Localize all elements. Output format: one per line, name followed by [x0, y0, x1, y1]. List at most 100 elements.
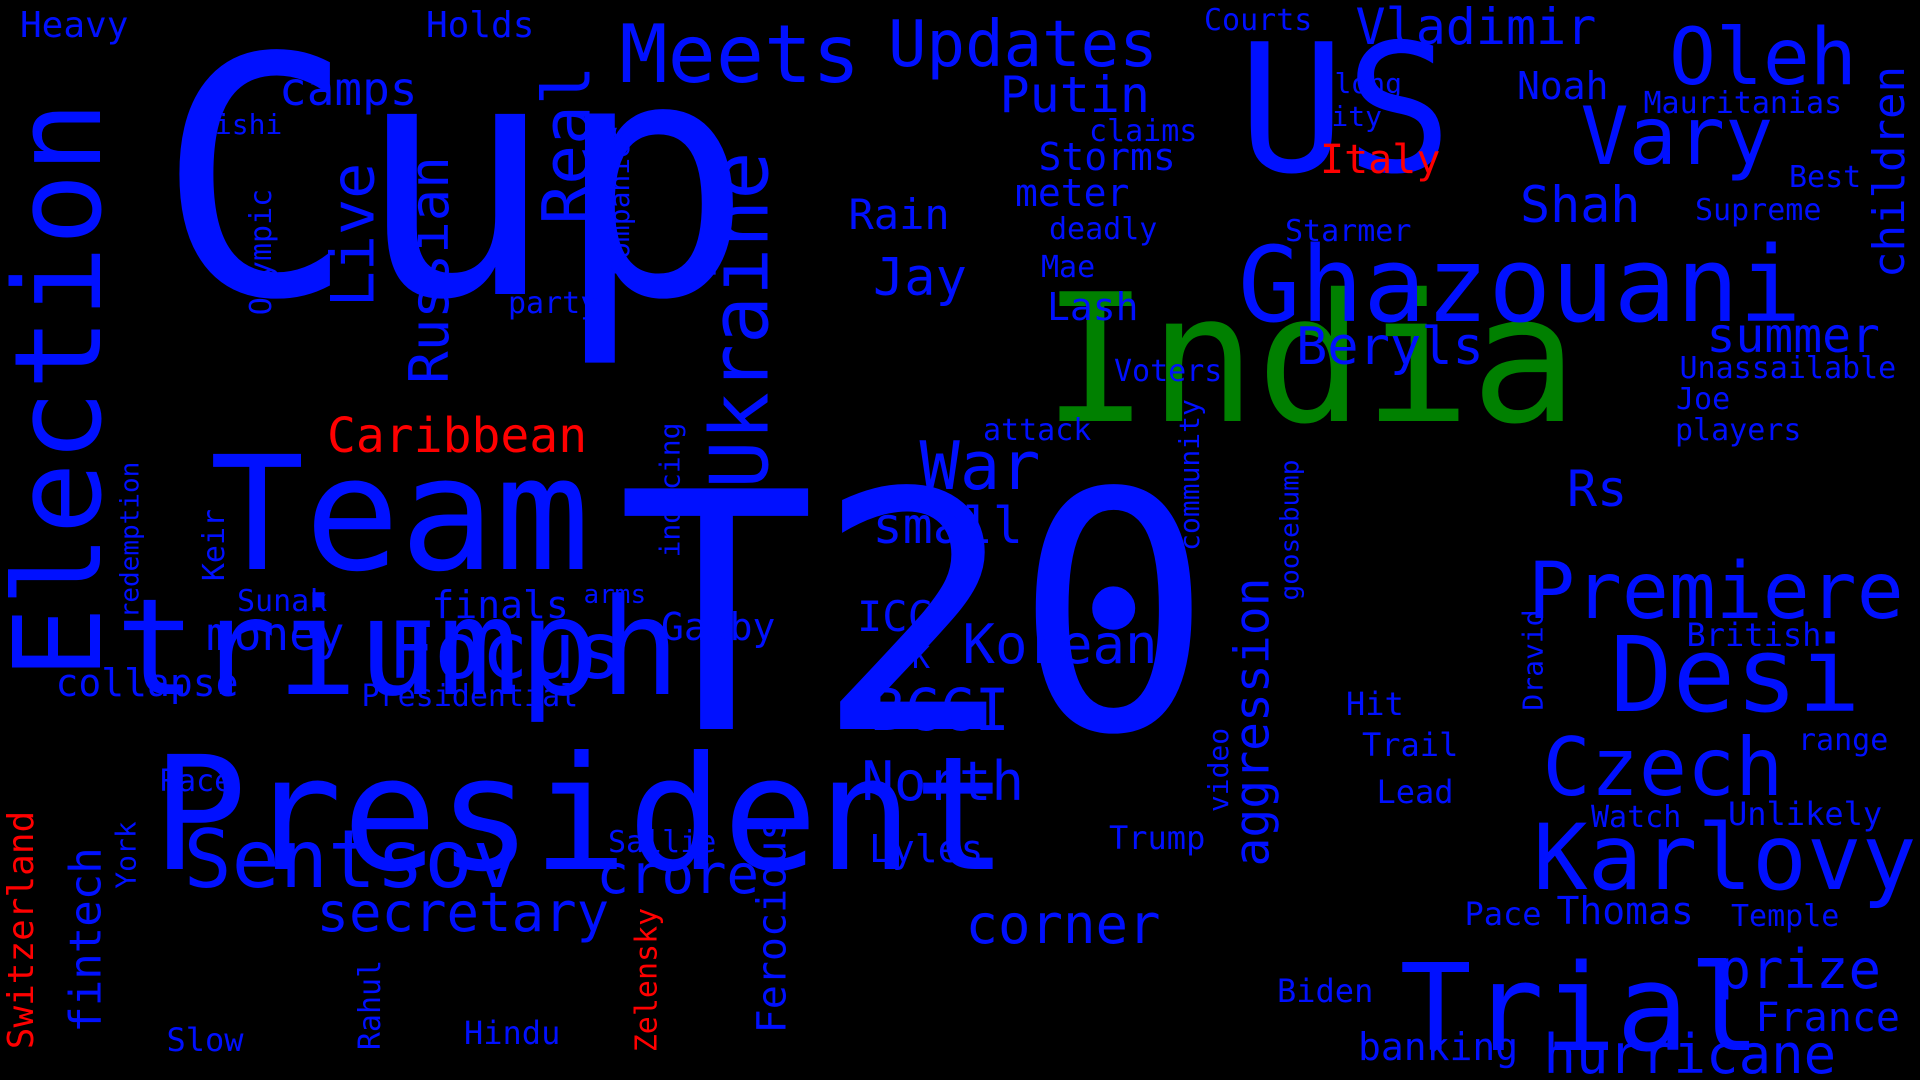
word-money: money — [206, 607, 345, 661]
word-us: US — [1238, 6, 1453, 213]
word-bcci: BCCI — [870, 676, 1010, 744]
word-temple: Temple — [1731, 899, 1840, 934]
word-ghazouani: Ghazouani — [1238, 224, 1802, 346]
word-small: small — [872, 497, 1024, 555]
word-india: India — [1042, 256, 1578, 463]
word-best: Best — [1789, 160, 1862, 195]
word-rs: Rs — [1567, 460, 1628, 518]
word-shah: Shah — [1520, 176, 1641, 234]
word-dravid: Dravid — [1516, 609, 1550, 711]
word-aggression: aggression — [1223, 577, 1280, 867]
word-focus: Focus — [387, 607, 623, 697]
word-starmer: Starmer — [1285, 214, 1412, 249]
word-video: video — [1202, 727, 1236, 813]
word-caribbean: Caribbean — [327, 408, 588, 464]
word-meets: Meets — [619, 8, 861, 101]
word-czech: Czech — [1542, 721, 1784, 814]
word-rain: Rain — [848, 190, 950, 239]
word-rahul: Rahul — [353, 959, 389, 1051]
word-ferocious: Ferocious — [748, 816, 795, 1034]
word-banking: banking — [1358, 1025, 1519, 1069]
word-real: Real — [527, 65, 605, 225]
word-presidential: Presidential — [361, 679, 579, 714]
word-holds: Holds — [426, 5, 535, 46]
word-community: community — [1172, 399, 1206, 551]
word-hurricane: hurricane — [1543, 1023, 1837, 1080]
word-vary: Vary — [1580, 90, 1774, 183]
word-zelensky: Zelensky — [628, 907, 664, 1053]
word-karlovy: Karlovy — [1533, 805, 1917, 911]
word-range: range — [1798, 723, 1889, 758]
word-joe: Joe — [1676, 382, 1731, 417]
word-sallie: Sallie — [608, 825, 717, 860]
word-beryls: Beryls — [1296, 317, 1484, 377]
word-arms: arms — [583, 580, 647, 610]
word-companies: Companies — [602, 124, 636, 276]
word-fintech: fintech — [60, 847, 112, 1033]
word-trump: Trump — [1109, 819, 1206, 857]
word-keir: Keir — [197, 508, 233, 582]
word-crore: crore — [596, 843, 760, 906]
word-redemption: redemption — [114, 461, 145, 619]
word-updates: Updates — [888, 8, 1158, 82]
word-unlikely: Unlikely — [1728, 795, 1883, 833]
word-olympic: Olympic — [244, 188, 280, 316]
word-summer: summer — [1706, 308, 1880, 364]
word-lead: Lead — [1376, 773, 1454, 811]
word-deadly: deadly — [1049, 212, 1158, 247]
word-watch: Watch — [1591, 800, 1682, 835]
word-corner: corner — [965, 893, 1161, 956]
word-lash: Lash — [1047, 285, 1139, 329]
word-supreme: Supreme — [1695, 193, 1822, 228]
word-storms: Storms — [1038, 135, 1176, 179]
word-gabby: Gabby — [661, 605, 776, 649]
word-president: President — [152, 723, 1009, 907]
word-goosebump: goosebump — [1274, 459, 1305, 601]
word-meter: meter — [1015, 171, 1130, 215]
word-long: long — [1334, 67, 1402, 100]
word-inducing: inducing — [652, 422, 686, 558]
word-trial: Trial — [1399, 940, 1761, 1079]
word-premiere: Premiere — [1528, 547, 1904, 637]
word-noah: Noah — [1517, 64, 1609, 108]
word-ukraine: Ukraine — [693, 151, 787, 489]
word-pace: Pace — [1464, 895, 1542, 933]
word-sentsov: Sentsov — [183, 813, 521, 906]
word-unassailable: Unassailable — [1679, 351, 1897, 386]
word-camps: camps — [279, 62, 418, 116]
word-russian: Russian — [397, 156, 461, 384]
word-team: Team — [209, 423, 591, 607]
word-triumph: triumph — [115, 570, 681, 726]
word-finals: finals — [431, 583, 569, 627]
word-live: Live — [317, 162, 388, 308]
word-claims: claims — [1089, 114, 1198, 149]
word-war: War — [919, 426, 1041, 505]
word-city: City — [1314, 100, 1382, 133]
word-hit: Hit — [1346, 685, 1404, 723]
word-prize: prize — [1718, 938, 1882, 1001]
word-courts: Courts — [1204, 3, 1313, 38]
word-vladimir: Vladimir — [1355, 0, 1597, 56]
word-thomas: Thomas — [1556, 889, 1694, 933]
word-collapse: collapse — [55, 661, 239, 705]
word-mauritanias: Mauritanias — [1643, 86, 1843, 121]
word-rishi: Rishi — [198, 108, 283, 141]
word-party: party — [508, 286, 599, 321]
word-york: York — [109, 821, 143, 889]
word-france: France — [1755, 995, 1901, 1041]
word-biden: Biden — [1277, 972, 1374, 1010]
word-secretary: secretary — [316, 881, 610, 944]
word-hindu: Hindu — [464, 1014, 561, 1052]
word-voters: Voters — [1114, 354, 1223, 389]
word-children: children — [1863, 66, 1915, 278]
word-slow: Slow — [166, 1021, 244, 1059]
word-north: North — [861, 750, 1025, 813]
word-uk: UK — [894, 641, 931, 676]
word-race: Race — [160, 764, 233, 799]
word-italy: Italy — [1320, 137, 1441, 183]
word-icc: ICC — [857, 592, 933, 641]
word-mae: Mae — [1041, 250, 1096, 285]
word-switzerland: Switzerland — [1, 810, 43, 1050]
word-players: players — [1675, 413, 1802, 448]
